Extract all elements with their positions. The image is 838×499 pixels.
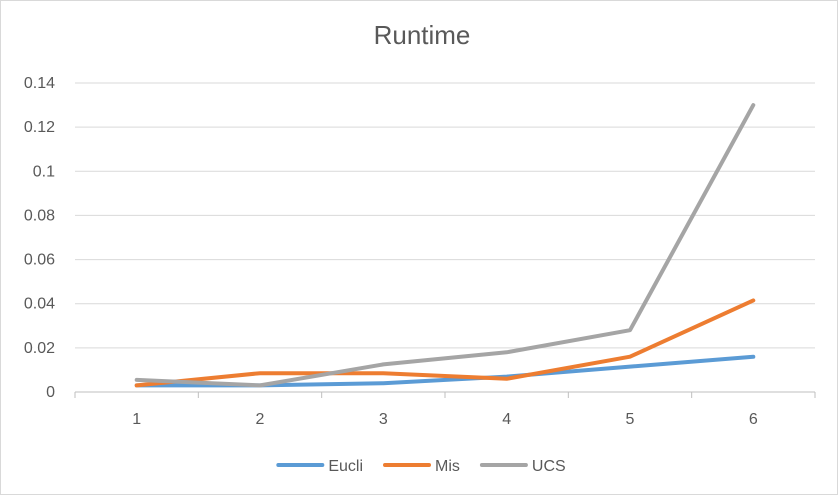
x-tick-label: 6 — [749, 411, 758, 428]
y-tick-label: 0.08 — [24, 207, 55, 224]
y-tick-label: 0.14 — [24, 75, 55, 92]
y-tick-label: 0.04 — [24, 296, 55, 313]
y-axis: 0 0.02 0.04 0.06 0.08 0.1 0.12 0.14 — [24, 75, 55, 401]
x-tick-label: 4 — [502, 411, 511, 428]
legend-label: UCS — [532, 458, 566, 475]
x-tick-label: 2 — [256, 411, 265, 428]
y-tick-label: 0.02 — [24, 340, 55, 357]
legend-label: Eucli — [328, 458, 363, 475]
legend-item-mis: Mis — [383, 458, 460, 475]
y-tick-label: 0.12 — [24, 119, 55, 136]
x-axis: 1 2 3 4 5 6 — [74, 392, 816, 428]
x-tick-label: 1 — [132, 411, 141, 428]
y-tick-label: 0.06 — [24, 252, 55, 269]
y-tick-label: 0 — [46, 384, 55, 401]
series-line-eucli — [134, 354, 756, 388]
y-tick-label: 0.1 — [33, 163, 55, 180]
legend: Eucli Mis UCS — [276, 458, 566, 475]
x-tick-label: 5 — [626, 411, 635, 428]
legend-label: Mis — [435, 458, 460, 475]
series-line-mis — [134, 298, 756, 388]
series-line-ucs — [134, 103, 756, 388]
legend-item-eucli: Eucli — [276, 458, 363, 475]
x-tick-label: 3 — [379, 411, 388, 428]
chart-title: Runtime — [374, 20, 471, 50]
legend-item-ucs: UCS — [479, 458, 566, 475]
gridlines — [75, 82, 815, 393]
series-lines — [134, 103, 756, 388]
